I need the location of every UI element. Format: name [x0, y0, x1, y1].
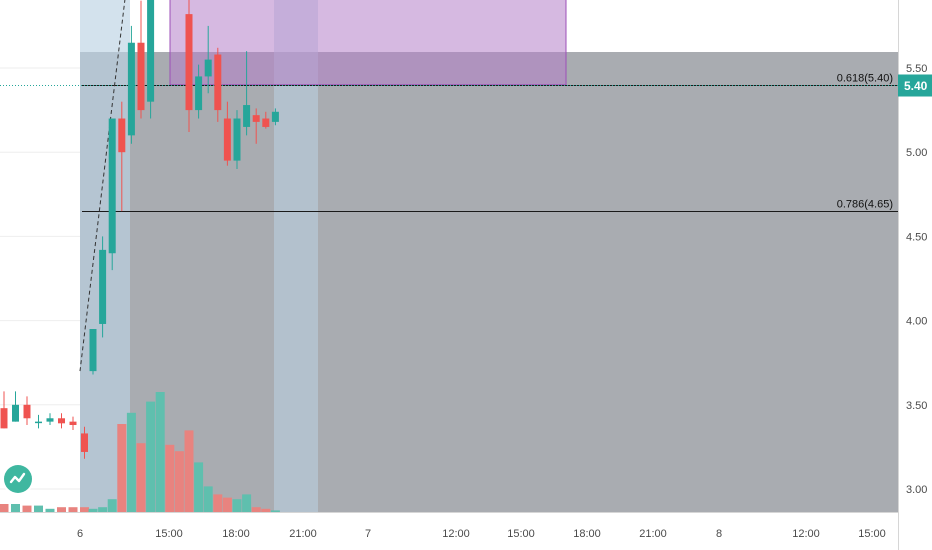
- candle-body: [58, 418, 65, 424]
- tradingview-logo[interactable]: [4, 465, 32, 493]
- candle-body: [12, 404, 19, 422]
- price-axis-label: 3.50: [906, 400, 927, 412]
- candle-body: [204, 59, 212, 77]
- current-price-tag: [898, 74, 932, 97]
- candle-body: [185, 14, 193, 111]
- candle-body: [81, 433, 88, 452]
- volume-bar: [174, 451, 184, 512]
- plot-background-left: [0, 0, 80, 512]
- volume-bar: [117, 424, 127, 512]
- time-axis-label: 8: [716, 528, 722, 540]
- candle-body: [137, 42, 145, 111]
- volume-bar: [270, 510, 280, 512]
- price-axis-label: 4.00: [906, 316, 927, 328]
- volume-bar: [194, 462, 204, 512]
- candle-body: [223, 118, 231, 161]
- candle-body: [118, 118, 126, 153]
- volume-bar: [232, 499, 242, 512]
- price-axis-label: 3.00: [906, 484, 927, 496]
- price-axis-label: 5.50: [906, 63, 927, 75]
- volume-bar: [22, 505, 32, 512]
- fib-level-label: 0.618(5.40): [837, 73, 893, 85]
- volume-bar: [68, 507, 78, 512]
- candle-body: [46, 418, 54, 422]
- volume-bar: [222, 497, 232, 512]
- candle-body: [108, 118, 116, 254]
- volume-bar: [98, 507, 108, 512]
- time-axis-label: 6: [77, 528, 83, 540]
- volume-bar: [165, 444, 175, 512]
- candle-body: [214, 54, 222, 111]
- time-axis-label: 12:00: [442, 528, 470, 540]
- candle-body: [262, 118, 270, 127]
- volume-bar: [146, 401, 156, 512]
- volume-bar: [136, 443, 146, 512]
- volume-bar: [155, 392, 165, 512]
- volume-bar: [45, 508, 55, 512]
- candle-body: [99, 249, 107, 324]
- volume-bar: [203, 486, 213, 512]
- logo-mountain-icon: [9, 472, 26, 484]
- volume-bar: [34, 505, 43, 512]
- time-axis-label: 12:00: [792, 528, 820, 540]
- current-price-label: 5.40: [904, 79, 928, 93]
- volume-bar: [80, 507, 89, 512]
- fib-zone-rectangle: [169, 0, 567, 86]
- volume-bar: [0, 504, 9, 512]
- time-axis-label: 18:00: [573, 528, 601, 540]
- time-axis-label: 15:00: [507, 528, 535, 540]
- volume-bar: [107, 499, 117, 512]
- candle-body: [35, 421, 42, 424]
- candle-body: [252, 115, 260, 122]
- volume-bar: [88, 508, 98, 512]
- time-axis-label: 18:00: [222, 528, 250, 540]
- time-axis-label: 21:00: [289, 528, 317, 540]
- volume-bar: [213, 494, 223, 512]
- volume-bar: [184, 430, 194, 512]
- volume-bar: [11, 504, 20, 512]
- price-axis-label: 4.50: [906, 231, 927, 243]
- volume-bar: [261, 508, 271, 512]
- time-axis-background: [0, 512, 898, 550]
- time-axis-label: 7: [365, 528, 371, 540]
- volume-bar: [251, 507, 261, 512]
- candle-body: [0, 408, 8, 429]
- candle-body: [233, 118, 241, 161]
- candle-body: [69, 421, 77, 426]
- candle-body: [147, 0, 155, 102]
- candle-body: [89, 329, 97, 372]
- volume-bar: [242, 494, 252, 512]
- time-axis-label: 15:00: [155, 528, 183, 540]
- fib-level-label: 0.786(4.65): [837, 199, 893, 211]
- price-axis-label: 5.00: [906, 147, 927, 159]
- time-axis-label: 21:00: [639, 528, 667, 540]
- volume-bar: [57, 507, 66, 512]
- candle-body: [271, 111, 279, 122]
- volume-bar: [126, 412, 136, 512]
- candle-body: [243, 105, 251, 127]
- time-axis-label: 15:00: [858, 528, 886, 540]
- candle-body: [195, 76, 203, 111]
- candle-body: [127, 42, 135, 136]
- candle-body: [23, 404, 31, 419]
